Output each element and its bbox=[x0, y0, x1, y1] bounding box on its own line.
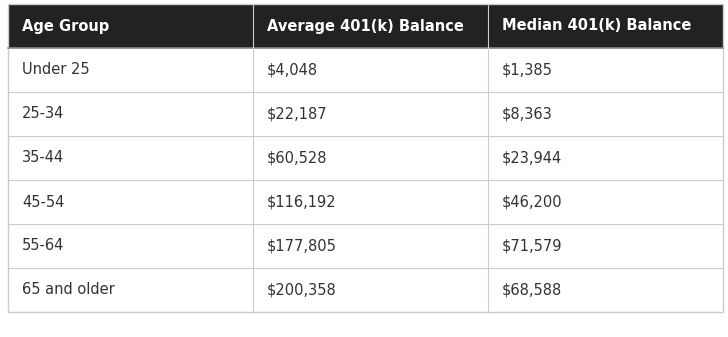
Text: $46,200: $46,200 bbox=[502, 194, 563, 210]
Text: $22,187: $22,187 bbox=[267, 106, 328, 122]
Text: $116,192: $116,192 bbox=[267, 194, 336, 210]
Text: 45-54: 45-54 bbox=[22, 194, 64, 210]
Text: Average 401(k) Balance: Average 401(k) Balance bbox=[267, 19, 464, 33]
Text: $71,579: $71,579 bbox=[502, 239, 563, 253]
Text: 65 and older: 65 and older bbox=[22, 282, 115, 298]
Text: $68,588: $68,588 bbox=[502, 282, 562, 298]
Text: $60,528: $60,528 bbox=[267, 151, 328, 165]
Text: 35-44: 35-44 bbox=[22, 151, 64, 165]
Text: $177,805: $177,805 bbox=[267, 239, 337, 253]
Text: $1,385: $1,385 bbox=[502, 62, 553, 78]
Text: Under 25: Under 25 bbox=[22, 62, 90, 78]
Text: 25-34: 25-34 bbox=[22, 106, 64, 122]
Text: 55-64: 55-64 bbox=[22, 239, 64, 253]
Text: Median 401(k) Balance: Median 401(k) Balance bbox=[502, 19, 692, 33]
Text: $200,358: $200,358 bbox=[267, 282, 337, 298]
Text: $8,363: $8,363 bbox=[502, 106, 553, 122]
Text: $4,048: $4,048 bbox=[267, 62, 318, 78]
Text: $23,944: $23,944 bbox=[502, 151, 562, 165]
Text: Age Group: Age Group bbox=[22, 19, 109, 33]
